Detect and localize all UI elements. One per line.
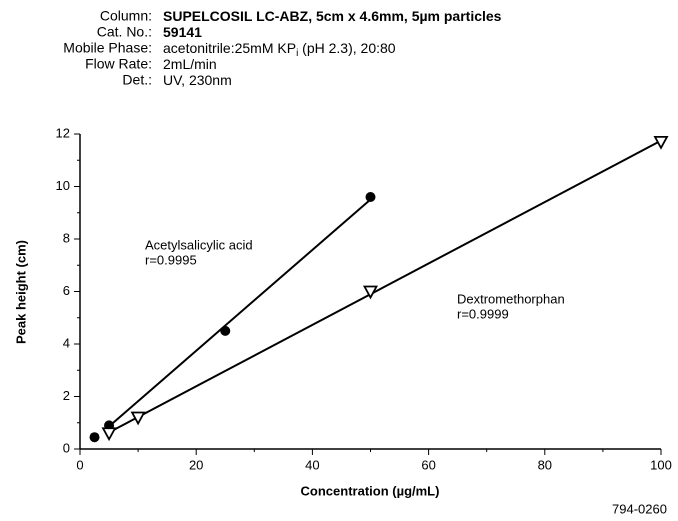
- header-label: Cat. No.:: [97, 24, 152, 40]
- header-value: SUPELCOSIL LC-ABZ, 5cm x 4.6mm, 5µm part…: [163, 8, 502, 24]
- header-value: 59141: [163, 24, 202, 40]
- header-value: acetonitrile:25mM KPi (pH 2.3), 20:80: [163, 40, 396, 59]
- point: [220, 325, 231, 336]
- header-value-text: SUPELCOSIL LC-ABZ, 5cm x 4.6mm, 5µm part…: [163, 8, 502, 24]
- header-value: UV, 230nm: [163, 72, 232, 88]
- series-r: r=0.9995: [145, 252, 197, 267]
- x-tick-label: 60: [421, 457, 435, 472]
- header-value-text: 59141: [163, 24, 202, 40]
- header-label: Mobile Phase:: [63, 40, 152, 56]
- series-label: Dextromethorphan: [457, 291, 565, 306]
- point: [89, 432, 100, 443]
- point: [362, 285, 379, 300]
- y-axis-label: Peak height (cm): [13, 240, 28, 344]
- header-value-text: UV, 230nm: [163, 72, 232, 88]
- point: [653, 135, 669, 150]
- x-tick-label: 100: [650, 457, 672, 472]
- header-value-rest: (pH 2.3), 20:80: [298, 40, 395, 56]
- header-subscript: i: [296, 48, 298, 59]
- header-label: Flow Rate:: [85, 56, 152, 72]
- point: [365, 192, 376, 202]
- fit-line: [108, 139, 662, 434]
- header-label: Column:: [100, 8, 152, 24]
- y-tick-label: 6: [63, 283, 70, 298]
- point: [130, 411, 146, 426]
- point: [101, 427, 117, 442]
- y-tick-label: 10: [56, 178, 70, 193]
- x-tick-label: 40: [305, 457, 319, 472]
- fit-line: [108, 198, 372, 428]
- header-value-text: acetonitrile:25mM KP: [163, 40, 296, 56]
- series-label: Acetylsalicylic acid: [145, 237, 253, 252]
- y-tick-label: 2: [63, 388, 70, 403]
- header-value-text: 2mL/min: [163, 56, 217, 72]
- header-value: 2mL/min: [163, 56, 217, 72]
- y-tick-label: 8: [63, 230, 70, 245]
- x-tick-label: 80: [538, 457, 552, 472]
- y-tick-label: 0: [63, 440, 70, 455]
- y-tick-label: 12: [56, 125, 70, 140]
- header-label: Det.:: [122, 72, 152, 88]
- x-axis-label: Concentration (µg/mL): [301, 483, 440, 498]
- footnote: 794-0260: [612, 501, 667, 516]
- x-tick-label: 0: [76, 457, 83, 472]
- series-r: r=0.9999: [457, 306, 509, 321]
- x-tick-label: 20: [189, 457, 203, 472]
- y-tick-label: 4: [63, 335, 70, 350]
